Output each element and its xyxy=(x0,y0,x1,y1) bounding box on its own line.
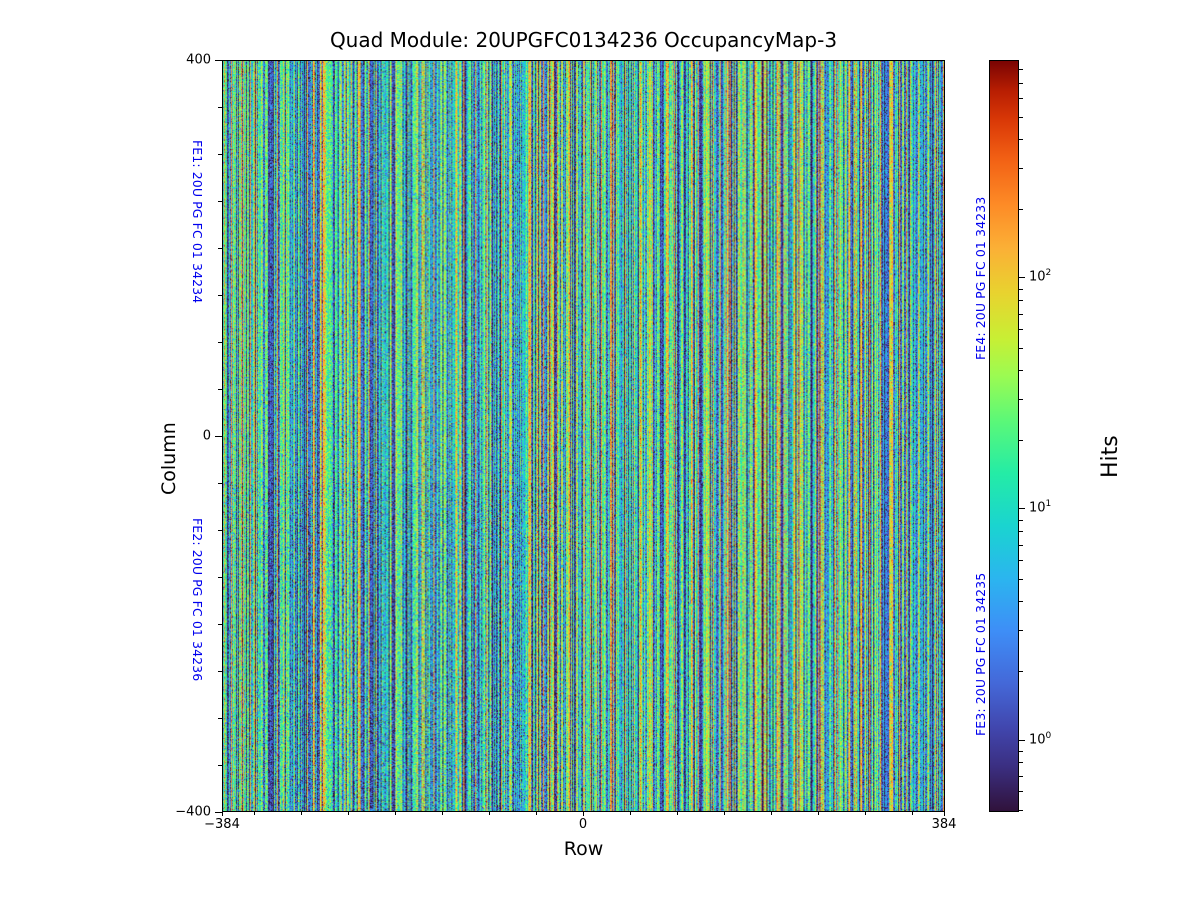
colorbar-minor-tick xyxy=(1019,578,1023,580)
colorbar-minor-tick xyxy=(1019,369,1023,371)
x-axis-minor-tick xyxy=(865,812,866,815)
colorbar-minor-tick xyxy=(1019,69,1023,71)
ytick-mark-min xyxy=(215,812,222,813)
xtick-mark-min xyxy=(222,812,223,816)
y-axis-label: Column xyxy=(158,422,180,495)
colorbar-minor-tick xyxy=(1019,762,1023,764)
xtick-label-zero: 0 xyxy=(578,817,588,832)
xtick-label-min: −384 xyxy=(204,817,240,832)
ytick-mark-zero xyxy=(215,436,222,437)
colorbar-minor-tick xyxy=(1019,98,1023,100)
y-axis-minor-tick xyxy=(218,483,222,484)
colorbar-minor-tick xyxy=(1019,439,1023,441)
colorbar-minor-tick xyxy=(1019,329,1023,331)
ytick-mark-max xyxy=(215,60,222,61)
colorbar-ticklabel-100-exponent: 2 xyxy=(1045,268,1052,279)
y-axis-minor-tick xyxy=(218,389,222,390)
colorbar-minor-tick xyxy=(1019,300,1023,302)
x-axis-minor-tick xyxy=(301,812,302,815)
y-axis-minor-tick xyxy=(218,107,222,108)
colorbar-tick-10 xyxy=(1019,508,1025,509)
colorbar-minor-tick xyxy=(1019,398,1023,400)
colorbar-minor-tick xyxy=(1019,347,1023,349)
x-axis-minor-tick xyxy=(912,812,913,815)
y-axis-minor-tick xyxy=(218,624,222,625)
plot-title: Quad Module: 20UPGFC0134236 OccupancyMap… xyxy=(329,28,838,52)
colorbar-ticklabel-100: 102 xyxy=(1029,268,1052,285)
colorbar-minor-tick xyxy=(1019,600,1023,602)
x-axis-minor-tick xyxy=(818,812,819,815)
colorbar-minor-tick xyxy=(1019,750,1023,752)
y-axis-minor-tick xyxy=(218,295,222,296)
x-axis-minor-tick xyxy=(254,812,255,815)
colorbar-minor-tick xyxy=(1019,544,1023,546)
heatmap-canvas xyxy=(223,61,944,811)
colorbar-ticklabel-10-exponent: 1 xyxy=(1045,499,1052,510)
y-axis-minor-tick xyxy=(218,342,222,343)
colorbar-minor-tick xyxy=(1019,629,1023,631)
y-axis-minor-tick xyxy=(218,718,222,719)
colorbar-minor-tick xyxy=(1019,560,1023,562)
x-axis-minor-tick xyxy=(724,812,725,815)
colorbar-ticklabel-1: 100 xyxy=(1029,731,1052,748)
colorbar-minor-tick xyxy=(1019,288,1023,290)
y-axis-minor-tick xyxy=(218,154,222,155)
colorbar xyxy=(989,60,1019,812)
y-axis-minor-tick xyxy=(218,248,222,249)
xtick-mark-max xyxy=(944,812,945,816)
x-axis-minor-tick xyxy=(677,812,678,815)
colorbar-minor-tick xyxy=(1019,531,1023,533)
colorbar-ticklabel-10-mantissa: 10 xyxy=(1029,500,1046,516)
x-axis-label: Row xyxy=(563,838,604,860)
colorbar-minor-tick xyxy=(1019,809,1023,811)
colorbar-minor-tick xyxy=(1019,313,1023,315)
colorbar-minor-tick xyxy=(1019,138,1023,140)
xtick-mark-zero xyxy=(583,812,584,816)
y-axis-minor-tick xyxy=(218,577,222,578)
y-axis-minor-tick xyxy=(218,530,222,531)
x-axis-minor-tick xyxy=(489,812,490,815)
colorbar-ticklabel-1-mantissa: 10 xyxy=(1029,732,1046,748)
y-axis-minor-tick xyxy=(218,765,222,766)
colorbar-minor-tick xyxy=(1019,791,1023,793)
colorbar-minor-tick xyxy=(1019,82,1023,84)
colorbar-tick-100 xyxy=(1019,277,1025,278)
fe2-chip-label: FE2: 20U PG FC 01 34236 xyxy=(190,518,205,682)
xtick-label-max: 384 xyxy=(931,817,957,832)
x-axis-minor-tick xyxy=(536,812,537,815)
occupancy-heatmap xyxy=(222,60,945,812)
x-axis-minor-tick xyxy=(395,812,396,815)
colorbar-ticklabel-1-exponent: 0 xyxy=(1045,731,1052,742)
colorbar-minor-tick xyxy=(1019,208,1023,210)
y-axis-minor-tick xyxy=(218,671,222,672)
fe1-chip-label: FE1: 20U PG FC 01 34234 xyxy=(190,140,205,304)
colorbar-minor-tick xyxy=(1019,519,1023,521)
colorbar-minor-tick xyxy=(1019,775,1023,777)
x-axis-minor-tick xyxy=(442,812,443,815)
colorbar-label: Hits xyxy=(1098,435,1123,478)
colorbar-ticklabel-100-mantissa: 10 xyxy=(1029,269,1046,285)
x-axis-minor-tick xyxy=(630,812,631,815)
x-axis-minor-tick xyxy=(771,812,772,815)
fe4-chip-label: FE4: 20U PG FC 01 34233 xyxy=(973,196,988,360)
fe3-chip-label: FE3: 20U PG FC 01 34235 xyxy=(973,572,988,736)
ytick-label-max: 400 xyxy=(186,52,211,68)
x-axis-minor-tick xyxy=(348,812,349,815)
colorbar-minor-tick xyxy=(1019,167,1023,169)
colorbar-minor-tick xyxy=(1019,116,1023,118)
colorbar-ticklabel-10: 101 xyxy=(1029,499,1052,516)
y-axis-minor-tick xyxy=(218,201,222,202)
ytick-label-min: −400 xyxy=(175,804,211,820)
colorbar-tick-1 xyxy=(1019,740,1025,741)
colorbar-minor-tick xyxy=(1019,670,1023,672)
ytick-label-zero: 0 xyxy=(202,428,211,444)
